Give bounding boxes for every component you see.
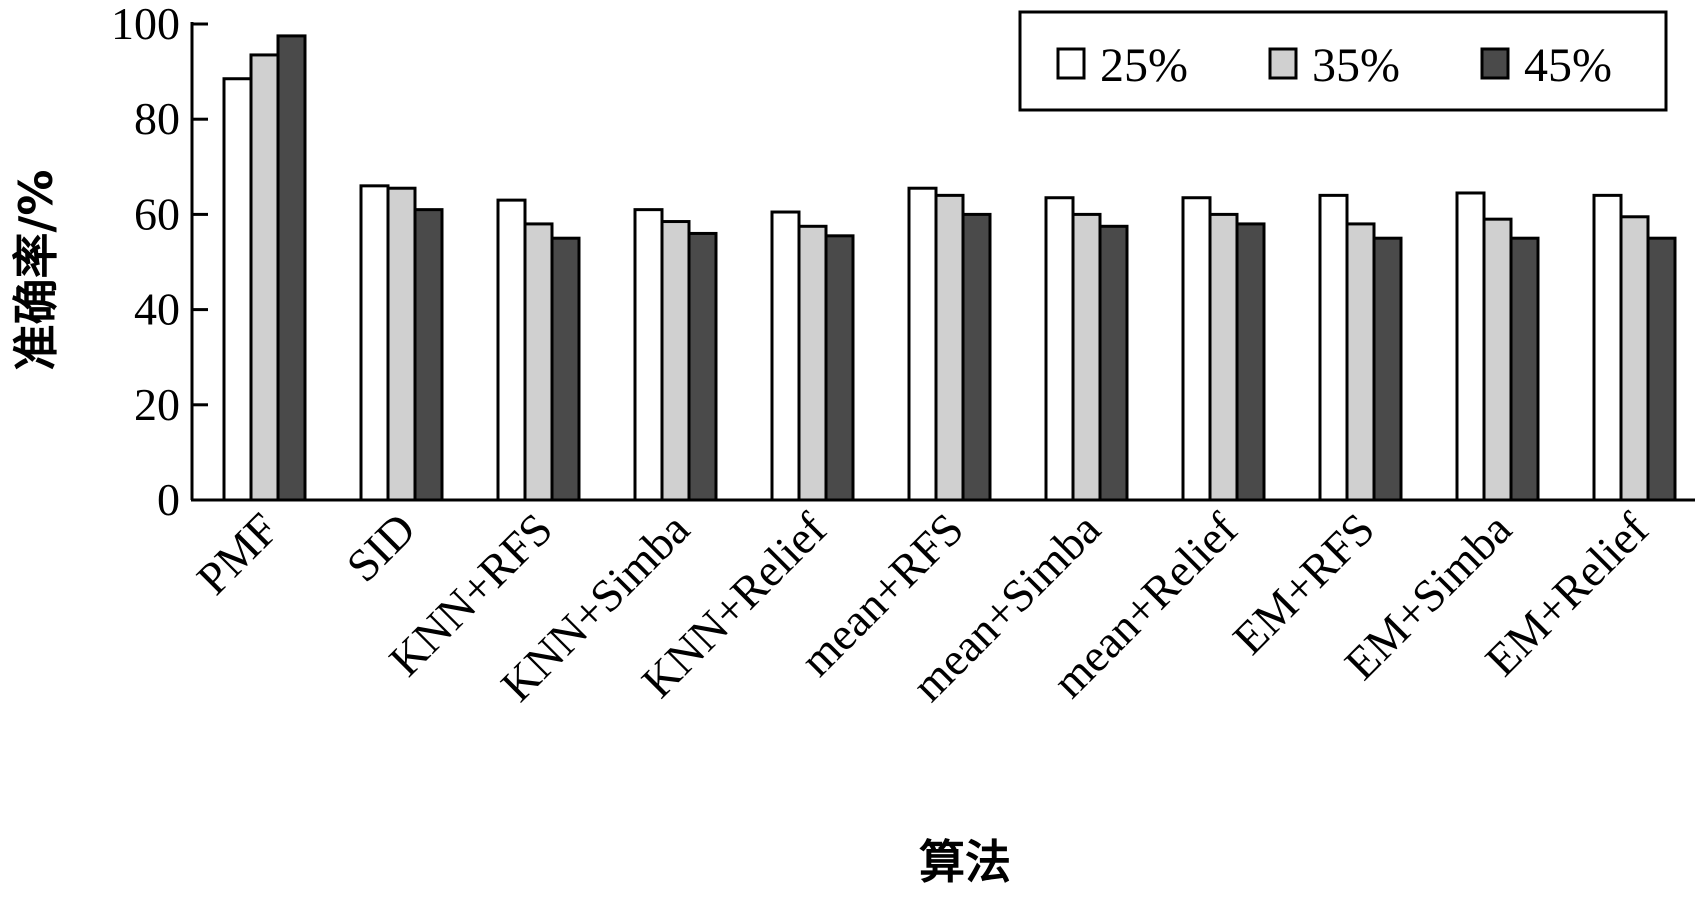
legend-entry: 45% bbox=[1524, 39, 1612, 92]
bar-knn-relief-25pct bbox=[770, 210, 801, 502]
bar-sid-35pct bbox=[386, 186, 417, 502]
y-tick-label: 0 bbox=[157, 474, 180, 525]
legend-entry: 25% bbox=[1100, 39, 1188, 92]
bar-em-relief-35pct bbox=[1619, 215, 1650, 502]
bar-pmf-35pct bbox=[249, 53, 280, 502]
bars bbox=[222, 34, 1677, 502]
bar-em-simba-45pct bbox=[1509, 236, 1540, 502]
y-tick-label: 60 bbox=[134, 188, 180, 239]
legend-swatch bbox=[1480, 47, 1510, 80]
bar-mean-simba-35pct bbox=[1071, 212, 1102, 502]
legend-box bbox=[1018, 10, 1668, 112]
y-tick-label: 80 bbox=[134, 93, 180, 144]
bar-mean-rfs-25pct bbox=[907, 186, 938, 502]
bar-mean-rfs-35pct bbox=[934, 193, 965, 502]
bar-pmf-45pct bbox=[276, 34, 307, 502]
category-label: PMF bbox=[187, 503, 288, 604]
y-tick-label: 20 bbox=[134, 379, 180, 430]
legend-entry: 35% bbox=[1312, 39, 1400, 92]
bar-sid-25pct bbox=[359, 184, 390, 502]
bar-knn-rfs-45pct bbox=[550, 236, 581, 502]
bar-em-relief-25pct bbox=[1592, 193, 1623, 502]
bar-em-relief-45pct bbox=[1646, 236, 1677, 502]
bar-mean-simba-25pct bbox=[1044, 196, 1075, 502]
bar-knn-simba-35pct bbox=[660, 220, 691, 502]
y-axis-title: 准确率/% bbox=[9, 170, 63, 371]
bar-sid-45pct bbox=[413, 208, 444, 502]
bar-em-rfs-25pct bbox=[1318, 193, 1349, 502]
bar-mean-rfs-45pct bbox=[961, 212, 992, 502]
bar-knn-simba-25pct bbox=[633, 208, 664, 502]
x-axis-title: 算法 bbox=[919, 835, 1011, 889]
category-labels: PMF SIDKNN+RFSKNN+SimbaKNN+Reliefmean+RFS… bbox=[187, 503, 1659, 711]
bar-pmf-25pct bbox=[222, 77, 253, 502]
bar-em-rfs-35pct bbox=[1345, 222, 1376, 502]
legend-swatch bbox=[1056, 47, 1086, 80]
bar-knn-relief-35pct bbox=[797, 224, 828, 502]
bar-knn-rfs-35pct bbox=[523, 222, 554, 502]
y-tick-label: 40 bbox=[134, 284, 180, 335]
bar-em-simba-25pct bbox=[1455, 191, 1486, 502]
category-label: SID bbox=[337, 503, 425, 591]
bar-mean-relief-45pct bbox=[1235, 222, 1266, 502]
legend: 25% 35% 45% bbox=[1018, 10, 1668, 112]
bar-mean-relief-25pct bbox=[1181, 196, 1212, 502]
bar-em-simba-35pct bbox=[1482, 217, 1513, 502]
bar-em-rfs-45pct bbox=[1372, 236, 1403, 502]
y-tick-label: 100 bbox=[111, 0, 180, 49]
bar-knn-simba-45pct bbox=[687, 231, 718, 502]
bar-mean-relief-35pct bbox=[1208, 212, 1239, 502]
bar-knn-rfs-25pct bbox=[496, 198, 527, 502]
bar-mean-simba-45pct bbox=[1098, 224, 1129, 502]
bar-knn-relief-45pct bbox=[824, 234, 855, 502]
legend-swatch bbox=[1268, 47, 1298, 80]
